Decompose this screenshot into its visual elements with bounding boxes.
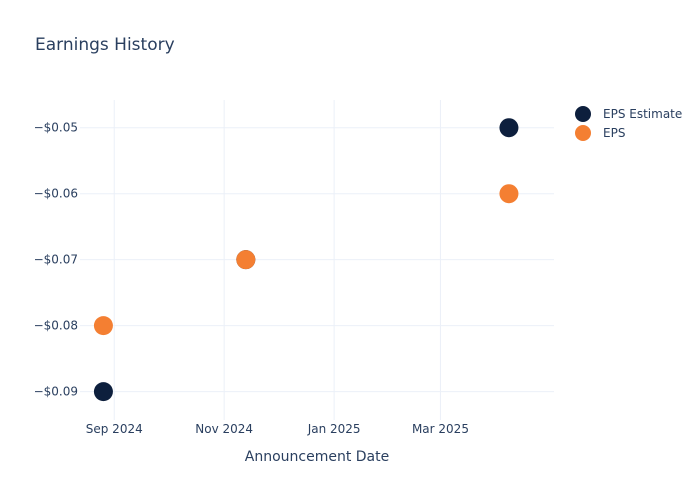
x-axis-ticks: Sep 2024 Nov 2024 Jan 2025 Mar 2025 — [86, 422, 469, 436]
series-1 — [93, 184, 519, 336]
y-tick-label: −$0.08 — [34, 319, 78, 333]
x-tick-label: Jan 2025 — [307, 422, 361, 436]
legend: EPS Estimate EPS — [575, 106, 682, 141]
x-tick-label: Mar 2025 — [412, 422, 469, 436]
grid-lines — [80, 100, 554, 420]
x-tick-label: Sep 2024 — [86, 422, 143, 436]
data-point[interactable] — [93, 382, 113, 402]
legend-item[interactable]: EPS — [575, 125, 625, 141]
y-tick-label: −$0.05 — [34, 121, 78, 135]
data-point[interactable] — [236, 250, 256, 270]
legend-marker — [575, 106, 591, 122]
x-axis-title: Announcement Date — [245, 449, 389, 465]
data-point[interactable] — [499, 184, 519, 204]
legend-label: EPS Estimate — [603, 107, 682, 121]
data-point[interactable] — [93, 316, 113, 336]
legend-marker — [575, 125, 591, 141]
y-axis-ticks: −$0.05 −$0.06 −$0.07 −$0.08 −$0.09 — [34, 121, 78, 399]
y-tick-label: −$0.06 — [34, 187, 78, 201]
data-points — [93, 118, 519, 402]
y-tick-label: −$0.07 — [34, 253, 78, 267]
chart-title: Earnings History — [35, 35, 175, 55]
legend-label: EPS — [603, 126, 625, 140]
x-tick-label: Nov 2024 — [195, 422, 253, 436]
y-tick-label: −$0.09 — [34, 385, 78, 399]
legend-item[interactable]: EPS Estimate — [575, 106, 682, 122]
data-point[interactable] — [499, 118, 519, 138]
